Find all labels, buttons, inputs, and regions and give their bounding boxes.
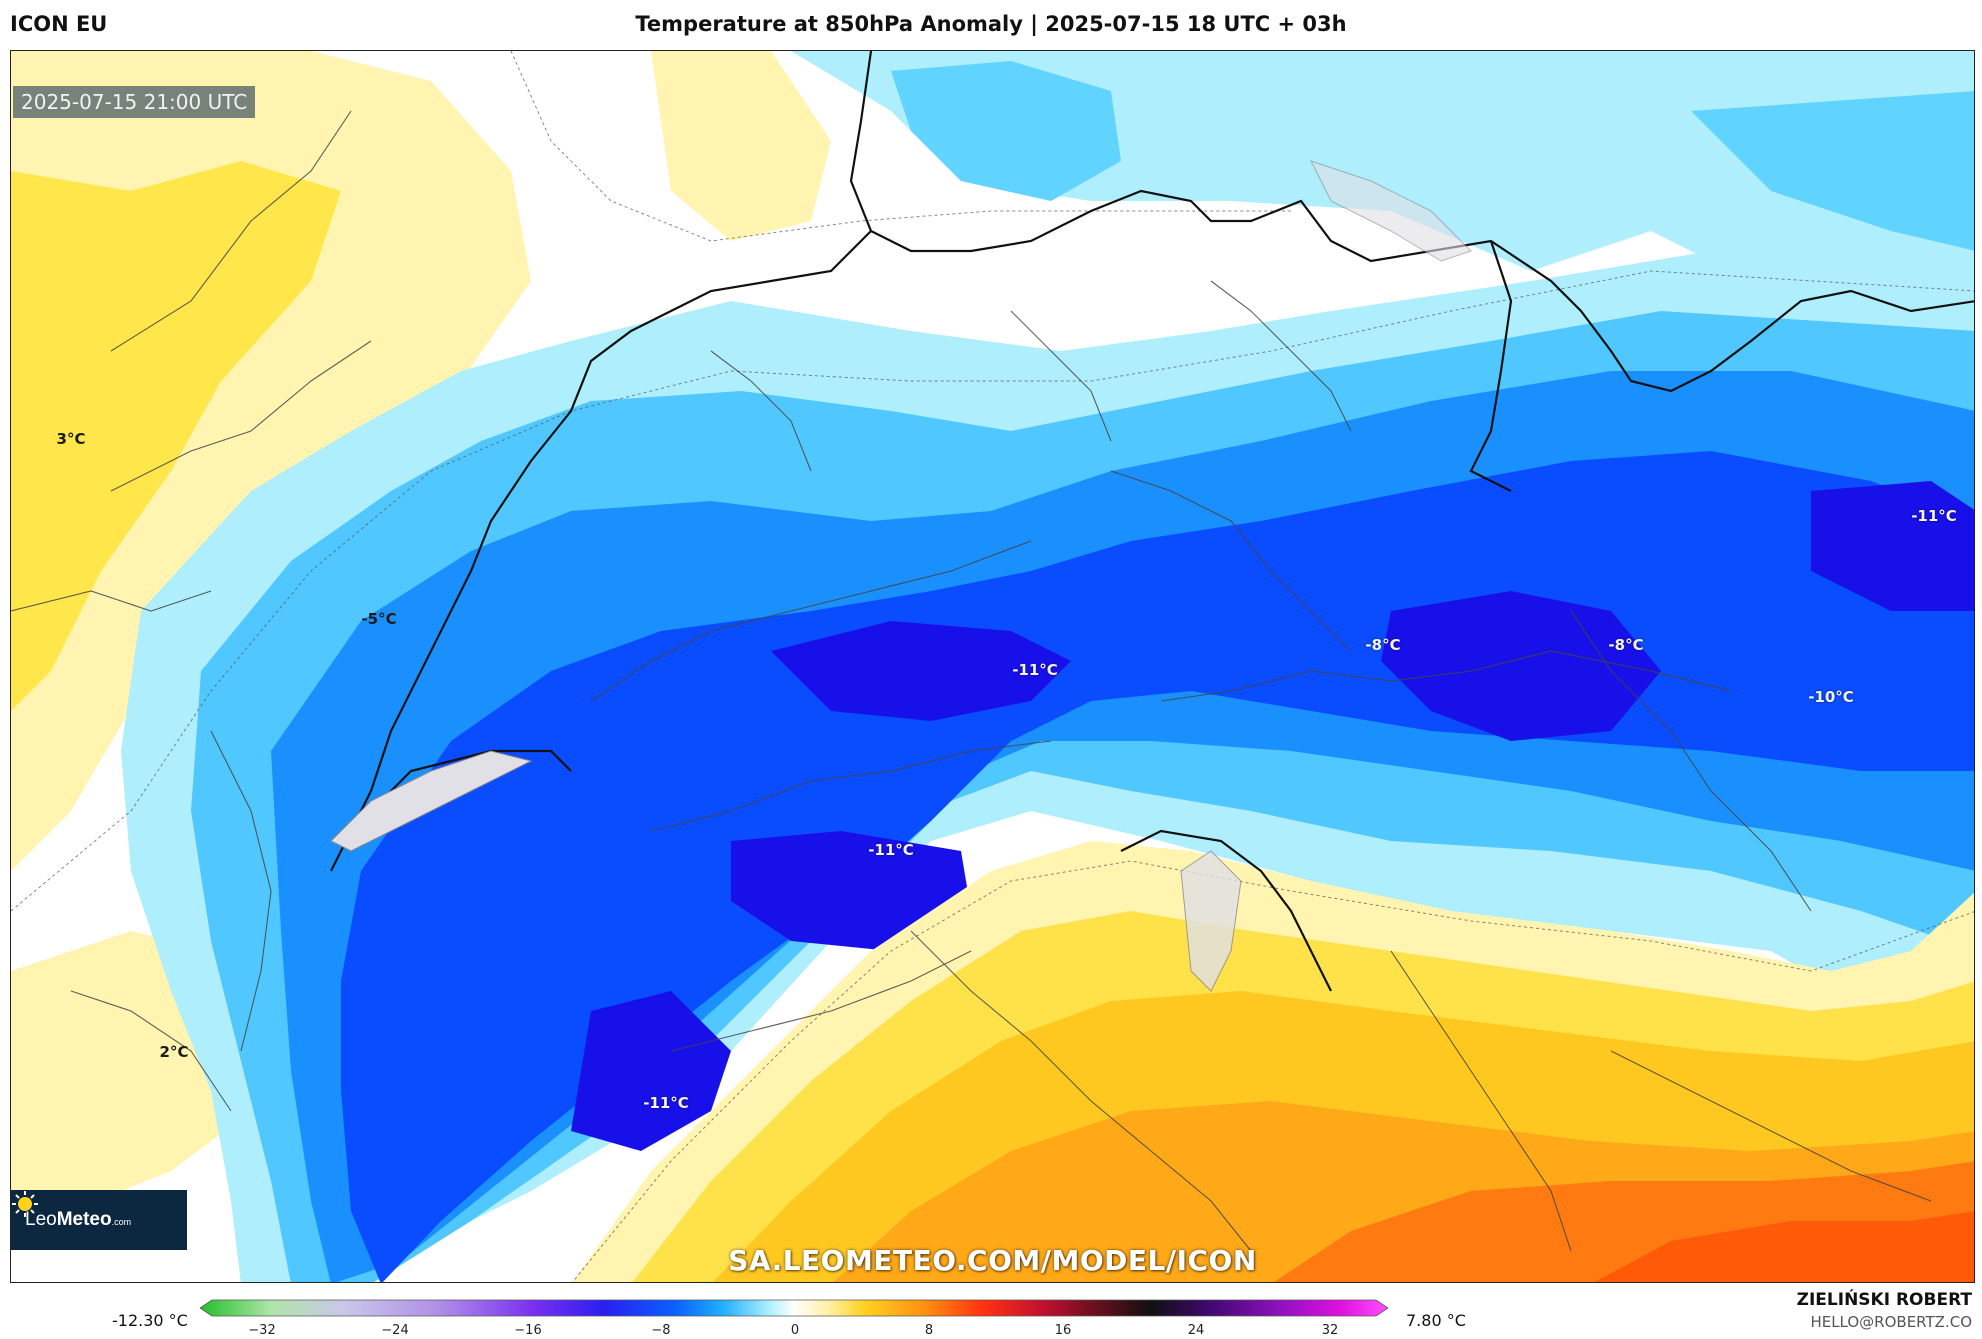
colorbar-tick: 24 [1187,1323,1205,1338]
temp-label: -10°C [1808,688,1854,706]
colorbar-tick: −32 [248,1323,276,1338]
temp-label: -11°C [1012,661,1058,679]
sun-icon [12,1191,38,1217]
colorbar-max-label: 7.80 °C [1406,1311,1466,1330]
colorbar-min-label: -12.30 °C [112,1311,188,1330]
temp-label: -8°C [1608,636,1644,654]
temp-label: 2°C [159,1043,189,1061]
colorbar-tick: −8 [651,1323,671,1338]
temp-label: -8°C [1365,636,1401,654]
valid-time-badge: 2025-07-15 21:00 UTC [13,86,256,118]
temp-label: -11°C [643,1094,689,1112]
temp-label: 3°C [56,430,86,448]
map-area[interactable]: 2025-07-15 21:00 UTC 3°C -5°C -11°C -8°C… [10,50,1975,1283]
temperature-field [11,51,1974,1282]
temp-label: -11°C [868,841,914,859]
colorbar-tick: 16 [1054,1323,1072,1338]
temp-label: -5°C [361,610,397,628]
colorbar-tick: −24 [381,1323,409,1338]
logo-text: LeoMeteo.com [25,1209,132,1230]
source-watermark: SA.LEOMETEO.COM/MODEL/ICON [728,1244,1257,1277]
colorbar [200,1299,1389,1317]
author-name: ZIELIŃSKI ROBERT [1796,1290,1972,1310]
colorbar-tick: 0 [790,1323,800,1338]
chart-title: Temperature at 850hPa Anomaly | 2025-07-… [635,12,1347,36]
author-email[interactable]: HELLO@ROBERTZ.CO [1810,1313,1972,1331]
leometeo-logo[interactable]: LeoMeteo.com [11,1190,187,1250]
colorbar-tick: 32 [1321,1323,1339,1338]
model-name: ICON EU [10,12,108,36]
colorbar-tick: −16 [514,1323,542,1338]
colorbar-tick: 8 [924,1323,934,1338]
temp-label: -11°C [1911,507,1957,525]
